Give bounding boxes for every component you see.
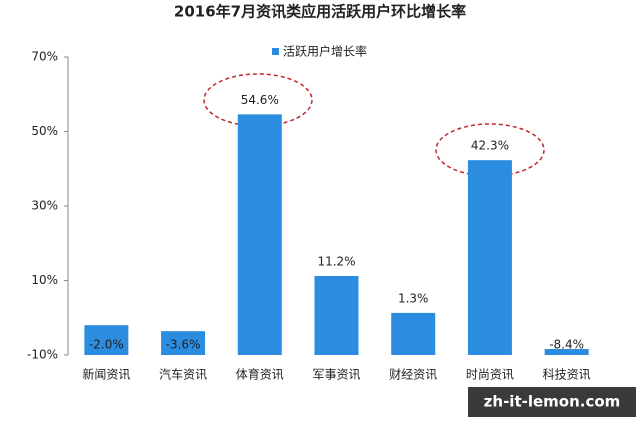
bar bbox=[467, 160, 512, 355]
x-tick-label: 新闻资讯 bbox=[82, 367, 130, 382]
x-tick-label: 体育资讯 bbox=[236, 367, 284, 382]
y-tick-label: 30% bbox=[31, 199, 58, 213]
value-label: 11.2% bbox=[317, 255, 355, 269]
bar bbox=[84, 325, 129, 355]
value-label: 42.3% bbox=[471, 139, 509, 153]
bar bbox=[237, 114, 282, 356]
x-tick-label: 时尚资讯 bbox=[466, 368, 514, 382]
bar bbox=[314, 276, 359, 355]
watermark-box bbox=[468, 387, 636, 417]
bar bbox=[391, 312, 436, 355]
watermark: zh-it-lemon.com bbox=[484, 393, 621, 411]
chart-title: 2016年7月资讯类应用活跃用户环比增长率 bbox=[174, 3, 466, 21]
y-tick-label: 10% bbox=[31, 273, 58, 287]
bar bbox=[161, 331, 206, 355]
y-tick-label: 50% bbox=[31, 124, 58, 138]
x-tick-label: 汽车资讯 bbox=[159, 367, 207, 382]
legend-label: 活跃用户增长率 bbox=[283, 44, 367, 59]
value-label: 54.6% bbox=[241, 93, 279, 107]
legend-swatch bbox=[272, 48, 279, 55]
x-tick-label: 军事资讯 bbox=[312, 368, 360, 382]
value-label: -8.4% bbox=[549, 338, 584, 352]
y-tick-label: -10% bbox=[27, 348, 58, 362]
x-tick-label: 科技资讯 bbox=[543, 368, 591, 382]
x-tick-label: 财经资讯 bbox=[389, 368, 437, 382]
value-label: -3.6% bbox=[166, 338, 201, 352]
y-tick-label: 70% bbox=[31, 50, 58, 64]
bar bbox=[544, 349, 589, 355]
value-label: 1.3% bbox=[398, 291, 429, 305]
value-label: -2.0% bbox=[89, 338, 124, 352]
